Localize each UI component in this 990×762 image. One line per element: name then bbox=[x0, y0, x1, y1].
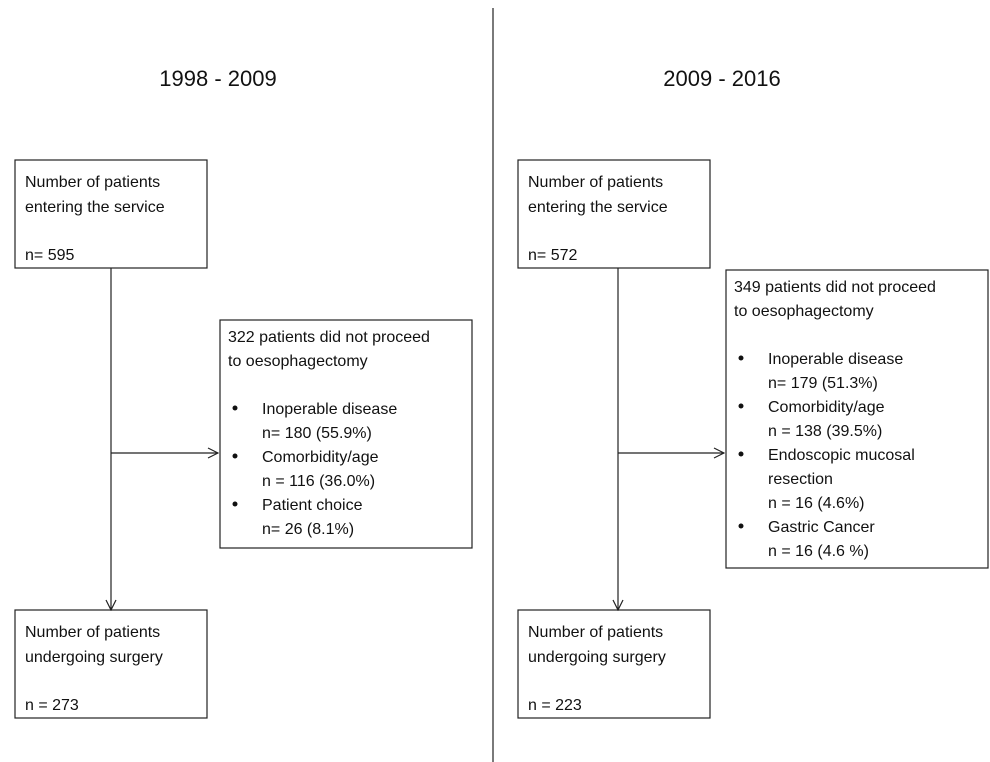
excluded-item: Inoperable disease bbox=[262, 401, 397, 418]
excluded-item: n = 16 (4.6%) bbox=[768, 495, 865, 512]
excluded-item: n = 16 (4.6 %) bbox=[768, 543, 869, 560]
excluded-item: n = 116 (36.0%) bbox=[262, 473, 375, 490]
excluded-item: Gastric Cancer bbox=[768, 519, 875, 536]
excluded-item: Endoscopic mucosal bbox=[768, 447, 915, 464]
entry-box bbox=[517, 159, 711, 269]
excluded-item: Comorbidity/age bbox=[262, 449, 379, 466]
excluded-item: n= 26 (8.1%) bbox=[262, 521, 354, 538]
excluded-box bbox=[219, 319, 473, 549]
surgery-box bbox=[14, 609, 208, 719]
excluded-heading: 349 patients did not proceed bbox=[734, 279, 936, 296]
excluded-item: Inoperable disease bbox=[768, 351, 903, 368]
surgery-count: n = 223 bbox=[528, 697, 582, 714]
excluded-item: resection bbox=[768, 471, 833, 488]
excluded-heading: to oesophagectomy bbox=[734, 303, 874, 320]
excluded-item: n = 138 (39.5%) bbox=[768, 423, 882, 440]
entry-text: Number of patients bbox=[528, 174, 663, 191]
bullet bbox=[232, 501, 238, 507]
bullet bbox=[738, 451, 744, 457]
excluded-heading: to oesophagectomy bbox=[228, 353, 368, 370]
surgery-count: n = 273 bbox=[25, 697, 79, 714]
panel-title: 2009 - 2016 bbox=[663, 66, 780, 91]
bullet bbox=[232, 405, 238, 411]
excluded-item: Comorbidity/age bbox=[768, 399, 885, 416]
entry-count: n= 572 bbox=[528, 247, 577, 264]
excluded-item: Patient choice bbox=[262, 497, 363, 514]
excluded-heading: 322 patients did not proceed bbox=[228, 329, 430, 346]
surgery-text: undergoing surgery bbox=[25, 649, 163, 666]
bullet bbox=[738, 403, 744, 409]
excluded-box bbox=[725, 269, 989, 569]
entry-count: n= 595 bbox=[25, 247, 74, 264]
entry-text: entering the service bbox=[25, 199, 165, 216]
bullet bbox=[232, 453, 238, 459]
excluded-item: n= 179 (51.3%) bbox=[768, 375, 878, 392]
surgery-text: Number of patients bbox=[528, 624, 663, 641]
surgery-text: undergoing surgery bbox=[528, 649, 666, 666]
bullet bbox=[738, 355, 744, 361]
bullet bbox=[738, 523, 744, 529]
entry-text: Number of patients bbox=[25, 174, 160, 191]
entry-text: entering the service bbox=[528, 199, 668, 216]
surgery-text: Number of patients bbox=[25, 624, 160, 641]
excluded-item: n= 180 (55.9%) bbox=[262, 425, 372, 442]
surgery-box bbox=[517, 609, 711, 719]
panel-title: 1998 - 2009 bbox=[159, 66, 276, 91]
